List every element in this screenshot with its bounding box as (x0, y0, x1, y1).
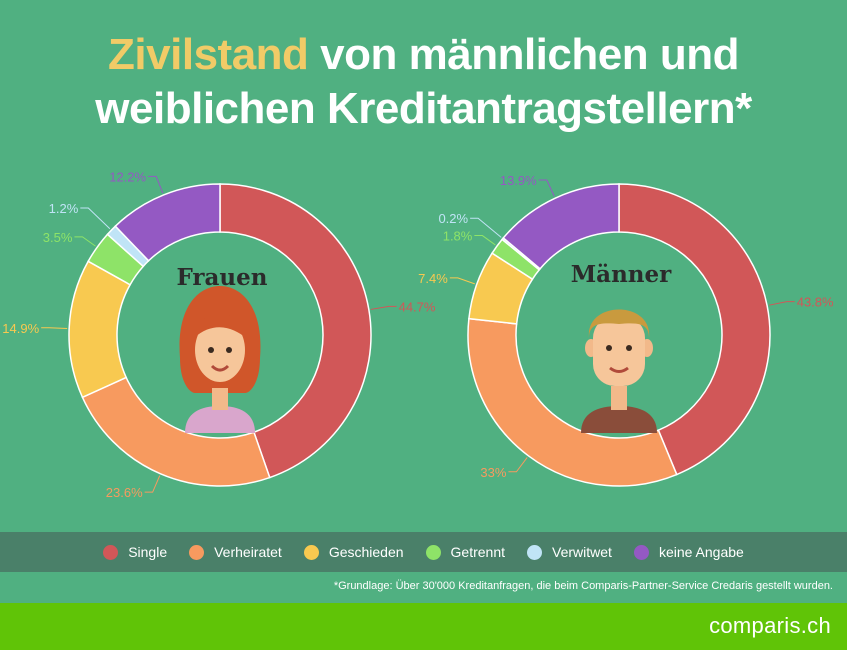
label-leader-line (768, 301, 795, 306)
legend: Single Verheiratet Geschieden Getrennt Verwi… (0, 532, 847, 572)
donut-slice-single (618, 183, 771, 476)
legend-item: Geschieden (303, 544, 404, 560)
title-line2: weiblichen Kreditantragstellern* (95, 84, 752, 133)
label-leader-line (148, 175, 164, 194)
data-label: 7.4% (418, 271, 448, 286)
data-label: 3.5% (43, 230, 73, 245)
legend-item: Verheiratet (189, 544, 282, 560)
data-label: 44.7% (399, 299, 436, 314)
legend-item: Getrennt (425, 544, 506, 560)
footer-bar: comparis.ch (0, 603, 847, 650)
label-leader-line (449, 277, 475, 285)
woman-avatar-icon (179, 286, 261, 433)
legend-swatch (633, 544, 649, 560)
donut-chart-frauen: 44.7%23.6%14.9%3.5%1.2%12.2%Frauen (2, 169, 436, 500)
title-highlight: Zivilstand (108, 30, 309, 79)
label-leader-line (41, 327, 68, 330)
legend-swatch (189, 544, 205, 560)
data-label: 12.2% (109, 169, 146, 184)
label-leader-line (470, 217, 502, 238)
data-label: 13.9% (500, 173, 537, 188)
label-leader-line (80, 207, 111, 230)
label-leader-line (74, 236, 96, 247)
label-leader-line (508, 457, 528, 473)
footnote: *Grundlage: Über 30'000 Kreditanfragen, … (333, 580, 833, 592)
title-line1: von männlichen und (308, 30, 739, 79)
donut-slice-single (219, 183, 372, 479)
brand-logo: comparis.ch (709, 613, 831, 638)
legend-item: Single (103, 544, 167, 560)
label-leader-line (370, 305, 397, 310)
legend-item: keine Angabe (633, 544, 744, 560)
data-label: 1.2% (49, 201, 79, 216)
label-leader-line (144, 475, 161, 493)
legend-swatch (425, 544, 441, 560)
man-avatar-icon (581, 309, 657, 433)
donut-slice-keine-angabe (114, 183, 221, 262)
donut-slice-verheiratet (467, 317, 678, 487)
donut-chart-maenner: 43.8% 33% 7.4% 1.8% 0.2% 13.9% Männer (418, 173, 834, 487)
legend-item: Verwitwet (527, 544, 612, 560)
legend-swatch (103, 544, 119, 560)
data-label: 33% (480, 465, 506, 480)
data-label: 1.8% (443, 229, 473, 244)
data-label: 23.6% (106, 485, 143, 500)
data-label: 0.2% (438, 211, 468, 226)
legend-label: keine Angabe (658, 544, 744, 560)
donut-slice-geschieden (68, 260, 132, 399)
legend-label: Single (128, 544, 168, 560)
legend-swatch (303, 544, 319, 560)
donut-center-label: Männer (571, 261, 672, 288)
data-label: 14.9% (2, 321, 39, 336)
legend-swatch (527, 544, 543, 560)
chart-title: Zivilstand von männlichen und weiblichen… (0, 28, 847, 136)
label-leader-line (474, 235, 496, 246)
label-leader-line (538, 179, 555, 197)
legend-label: Getrennt (450, 544, 506, 560)
legend-label: Geschieden (328, 544, 404, 560)
donut-slice-keine-angabe (502, 183, 620, 270)
data-label: 43.8% (797, 295, 834, 310)
donut-charts: 44.7%23.6%14.9%3.5%1.2%12.2%Frauen 43.8%… (2, 169, 834, 500)
legend-label: Verwitwet (552, 544, 612, 560)
legend-label: Verheiratet (214, 544, 282, 560)
